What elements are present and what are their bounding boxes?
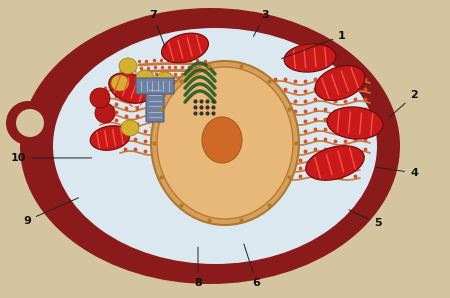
Ellipse shape (315, 66, 365, 100)
Text: 1: 1 (282, 31, 346, 59)
Ellipse shape (271, 125, 289, 141)
Ellipse shape (119, 58, 137, 74)
FancyBboxPatch shape (136, 78, 174, 94)
Text: 2: 2 (389, 90, 418, 117)
Ellipse shape (90, 126, 130, 150)
Text: 5: 5 (349, 210, 382, 229)
Text: 6: 6 (244, 244, 261, 288)
Ellipse shape (136, 70, 154, 86)
Text: 7: 7 (149, 10, 166, 48)
Ellipse shape (151, 61, 299, 225)
Ellipse shape (306, 146, 364, 180)
Ellipse shape (53, 28, 377, 264)
Ellipse shape (166, 120, 184, 136)
Text: 8: 8 (194, 247, 202, 288)
Text: 10: 10 (10, 153, 92, 163)
FancyBboxPatch shape (146, 84, 164, 122)
Ellipse shape (202, 117, 242, 163)
Ellipse shape (6, 101, 50, 145)
Ellipse shape (109, 73, 151, 103)
Ellipse shape (95, 103, 115, 123)
Ellipse shape (162, 33, 208, 63)
Ellipse shape (266, 102, 284, 118)
Text: 9: 9 (23, 198, 78, 226)
Ellipse shape (121, 120, 139, 136)
Ellipse shape (261, 115, 279, 131)
Ellipse shape (327, 107, 383, 139)
Ellipse shape (284, 44, 336, 72)
Ellipse shape (156, 72, 174, 88)
Text: 3: 3 (253, 10, 269, 36)
Ellipse shape (111, 75, 129, 91)
Ellipse shape (20, 8, 400, 284)
Ellipse shape (32, 103, 68, 143)
Text: 4: 4 (376, 167, 418, 178)
Ellipse shape (90, 88, 110, 108)
Ellipse shape (16, 109, 44, 137)
Ellipse shape (157, 67, 293, 219)
